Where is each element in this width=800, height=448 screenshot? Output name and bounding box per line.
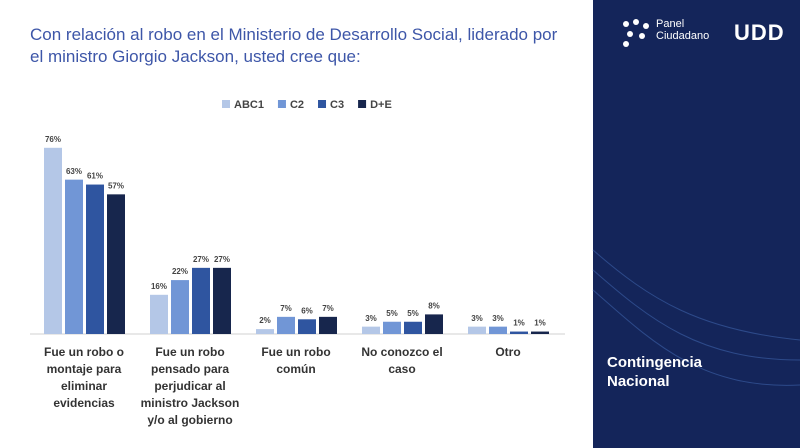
data-label: 2% bbox=[259, 316, 271, 325]
bar bbox=[192, 267, 210, 334]
brand-line: Ciudadano bbox=[656, 30, 710, 42]
data-label: 22% bbox=[172, 267, 188, 276]
bar bbox=[44, 147, 62, 334]
data-label: 27% bbox=[193, 255, 209, 264]
data-label: 63% bbox=[66, 167, 82, 176]
data-label: 1% bbox=[513, 319, 525, 328]
data-label: 8% bbox=[428, 302, 440, 311]
data-label: 5% bbox=[407, 309, 419, 318]
data-label: 3% bbox=[471, 314, 483, 323]
data-label: 76% bbox=[45, 135, 61, 144]
decor-wave bbox=[592, 289, 800, 386]
chart-title: Con relación al robo en el Ministerio de… bbox=[30, 25, 558, 66]
x-tick-label: Fue un robo pensado para perjudicar al m… bbox=[140, 345, 240, 427]
bar bbox=[404, 321, 422, 334]
legend-swatch bbox=[222, 100, 230, 108]
data-label: 16% bbox=[151, 282, 167, 291]
x-tick-label: Otro bbox=[495, 345, 521, 359]
bar bbox=[213, 267, 231, 334]
logo-icon bbox=[623, 19, 649, 47]
decor-wave bbox=[592, 249, 800, 341]
data-label: 1% bbox=[534, 319, 546, 328]
bar bbox=[468, 326, 486, 334]
data-label: 61% bbox=[87, 172, 103, 181]
legend-label: C2 bbox=[290, 99, 304, 111]
bar bbox=[86, 184, 104, 334]
bar bbox=[171, 280, 189, 334]
bar bbox=[319, 316, 337, 334]
legend-label: D+E bbox=[370, 99, 392, 111]
data-label: 7% bbox=[322, 304, 334, 313]
data-label: 27% bbox=[214, 255, 230, 264]
legend-swatch bbox=[277, 100, 286, 108]
brand-logo: UDD bbox=[734, 20, 785, 45]
decor-wave bbox=[592, 269, 800, 361]
data-label: 57% bbox=[108, 181, 124, 190]
legend-label: ABC1 bbox=[234, 99, 264, 111]
bar bbox=[362, 326, 380, 334]
bar bbox=[65, 179, 83, 334]
section-label: Contingencia Nacional bbox=[607, 354, 703, 390]
bar bbox=[383, 321, 401, 334]
data-label: 3% bbox=[492, 314, 504, 323]
data-label: 7% bbox=[280, 304, 292, 313]
data-label: 5% bbox=[386, 309, 398, 318]
data-label: 6% bbox=[301, 306, 313, 315]
bar bbox=[298, 319, 316, 334]
legend-swatch bbox=[358, 100, 367, 108]
bar bbox=[150, 294, 168, 334]
bar bbox=[531, 331, 549, 334]
side-panel bbox=[593, 0, 800, 448]
bar bbox=[107, 194, 125, 334]
x-tick-label: Fue un robo común bbox=[261, 345, 331, 376]
legend-swatch bbox=[318, 100, 327, 108]
legend-label: C3 bbox=[330, 99, 344, 111]
bar bbox=[489, 326, 507, 334]
data-label: 3% bbox=[365, 314, 377, 323]
bar bbox=[510, 331, 528, 334]
brand-line: Panel bbox=[656, 18, 685, 30]
bar bbox=[425, 314, 443, 334]
x-tick-label: No conozco el caso bbox=[361, 345, 443, 376]
x-tick-label: Fue un robo o montaje para eliminar evid… bbox=[44, 345, 124, 410]
bar bbox=[256, 329, 274, 334]
bar bbox=[277, 316, 295, 334]
